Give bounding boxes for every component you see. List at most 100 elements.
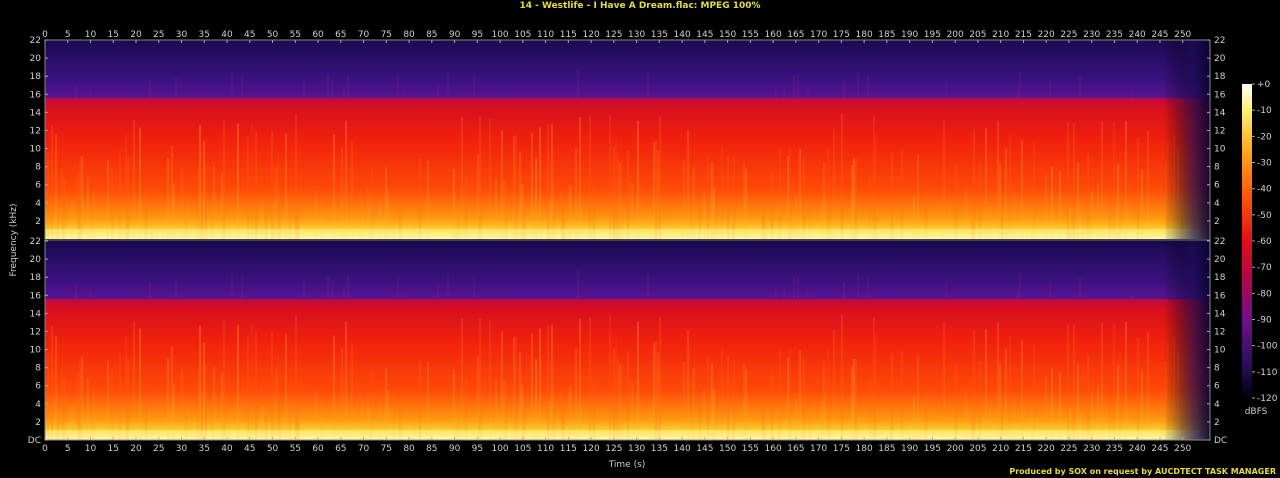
- x-tick-label-bottom: 15: [108, 444, 119, 454]
- x-tick-label-top: 20: [130, 30, 142, 40]
- y-tick-label-left: 2: [35, 217, 41, 227]
- y-tick-label-left: 10: [30, 346, 42, 356]
- colorbar: [1242, 84, 1252, 398]
- colorbar-tick-label: -60: [1257, 237, 1272, 247]
- y-tick-label-right: 12: [1214, 126, 1225, 136]
- x-tick-label-bottom: 90: [449, 444, 461, 454]
- x-tick-label-top: 95: [472, 30, 483, 40]
- x-tick-label-bottom: 180: [856, 444, 873, 454]
- x-tick-label-bottom: 170: [810, 444, 827, 454]
- x-tick-label-top: 145: [696, 30, 713, 40]
- x-tick-label-top: 225: [1060, 30, 1077, 40]
- x-tick-label-bottom: 210: [992, 444, 1009, 454]
- y-tick-label-left: 6: [35, 382, 41, 392]
- y-tick-label-right: 22: [1214, 237, 1225, 247]
- x-tick-label-bottom: 140: [674, 444, 691, 454]
- x-tick-label-top: 45: [244, 30, 255, 40]
- x-tick-label-top: 40: [221, 30, 233, 40]
- x-tick-label-top: 250: [1174, 30, 1191, 40]
- y-tick-label-right: 16: [1214, 90, 1226, 100]
- y-tick-label-right: 10: [1214, 145, 1226, 155]
- y-tick-label-left: 8: [35, 163, 41, 173]
- channel-2-fade: [45, 241, 1210, 440]
- x-tick-label-top: 15: [108, 30, 119, 40]
- x-tick-label-bottom: 55: [290, 444, 301, 454]
- y-tick-label-right: 22: [1214, 36, 1225, 46]
- channel-1-fade: [45, 40, 1210, 239]
- x-tick-label-bottom: 10: [85, 444, 97, 454]
- x-tick-label-top: 195: [924, 30, 941, 40]
- x-tick-label-bottom: 80: [403, 444, 415, 454]
- colorbar-tick-label: -10: [1257, 106, 1272, 116]
- x-tick-label-bottom: 145: [696, 444, 713, 454]
- x-tick-label-bottom: 105: [514, 444, 531, 454]
- colorbar-tick-label: -80: [1257, 289, 1272, 299]
- y-tick-label-right: 12: [1214, 327, 1225, 337]
- x-tick-label-top: 215: [1015, 30, 1032, 40]
- colorbar-tick-label: -50: [1257, 211, 1272, 221]
- y-tick-label-right: 2: [1214, 418, 1220, 428]
- y-ticks-right: 2 4 6 8 10 12 14 16 18 20 22 DC 2 4 6 8 10 12 14 16 18 20 22: [1207, 36, 1227, 446]
- x-tick-label-bottom: 250: [1174, 444, 1191, 454]
- x-tick-label-bottom: 135: [651, 444, 668, 454]
- credit-text: Produced by SOX on request by AUCDTECT T…: [1009, 467, 1276, 476]
- x-tick-label-bottom: 205: [969, 444, 986, 454]
- y-tick-label-left: 14: [30, 108, 42, 118]
- colorbar-tick-label: -20: [1257, 132, 1272, 142]
- y-axis-label: Frequency (kHz): [9, 203, 19, 276]
- x-tick-label-bottom: 185: [878, 444, 895, 454]
- x-tick-label-bottom: 200: [947, 444, 964, 454]
- y-tick-label-left: 18: [30, 273, 42, 283]
- colorbar-tick-label: -40: [1257, 185, 1272, 195]
- x-tick-label-top: 35: [199, 30, 210, 40]
- x-tick-label-top: 125: [605, 30, 622, 40]
- x-tick-label-bottom: 85: [426, 444, 437, 454]
- y-tick-label-left: 8: [35, 364, 41, 374]
- y-tick-label-left: 16: [30, 90, 42, 100]
- x-tick-label-top: 170: [810, 30, 827, 40]
- y-tick-label-left: 6: [35, 181, 41, 191]
- x-tick-label-top: 55: [290, 30, 301, 40]
- y-tick-label-right: 14: [1214, 108, 1226, 118]
- x-tick-label-top: 0: [42, 30, 48, 40]
- x-tick-label-bottom: 125: [605, 444, 622, 454]
- colorbar-tick-label: -110: [1257, 368, 1278, 378]
- x-tick-label-top: 165: [787, 30, 804, 40]
- y-tick-label-left: 20: [30, 255, 42, 265]
- x-tick-label-top: 190: [901, 30, 918, 40]
- x-tick-label-bottom: 45: [244, 444, 255, 454]
- colorbar-label: dBFS: [1245, 407, 1268, 417]
- colorbar-ticks: +0 -10 -20 -30 -40 -50 -60 -70 -80 -90 -100 -110 -12…: [1252, 80, 1278, 404]
- x-tick-label-top: 175: [833, 30, 850, 40]
- x-tick-label-bottom: 195: [924, 444, 941, 454]
- y-tick-label-left: 12: [30, 327, 41, 337]
- x-tick-label-bottom: 160: [765, 444, 782, 454]
- x-tick-label-bottom: 220: [1038, 444, 1055, 454]
- x-tick-label-top: 130: [628, 30, 645, 40]
- x-tick-label-bottom: 25: [153, 444, 164, 454]
- y-tick-label-left: 14: [30, 309, 42, 319]
- x-tick-label-bottom: 100: [491, 444, 508, 454]
- x-tick-label-top: 85: [426, 30, 437, 40]
- x-tick-label-top: 75: [381, 30, 392, 40]
- x-tick-label-top: 30: [176, 30, 188, 40]
- x-tick-label-bottom: 95: [472, 444, 483, 454]
- x-tick-label-top: 240: [1129, 30, 1146, 40]
- x-tick-label-top: 160: [765, 30, 782, 40]
- colorbar-tick-label: -120: [1257, 394, 1278, 404]
- x-tick-label-bottom: 165: [787, 444, 804, 454]
- y-tick-label-left: 22: [30, 36, 41, 46]
- y-tick-label-left: DC: [28, 436, 41, 446]
- y-tick-label-left: 18: [30, 72, 42, 82]
- y-tick-label-right: 16: [1214, 291, 1226, 301]
- colorbar-tick-label: +0: [1257, 80, 1271, 90]
- x-tick-label-bottom: 60: [312, 444, 324, 454]
- x-tick-label-top: 140: [674, 30, 691, 40]
- x-tick-label-top: 110: [537, 30, 554, 40]
- x-tick-label-top: 150: [719, 30, 736, 40]
- y-tick-label-right: 20: [1214, 255, 1226, 265]
- x-tick-label-top: 120: [583, 30, 600, 40]
- x-tick-label-top: 135: [651, 30, 668, 40]
- x-tick-label-bottom: 115: [560, 444, 577, 454]
